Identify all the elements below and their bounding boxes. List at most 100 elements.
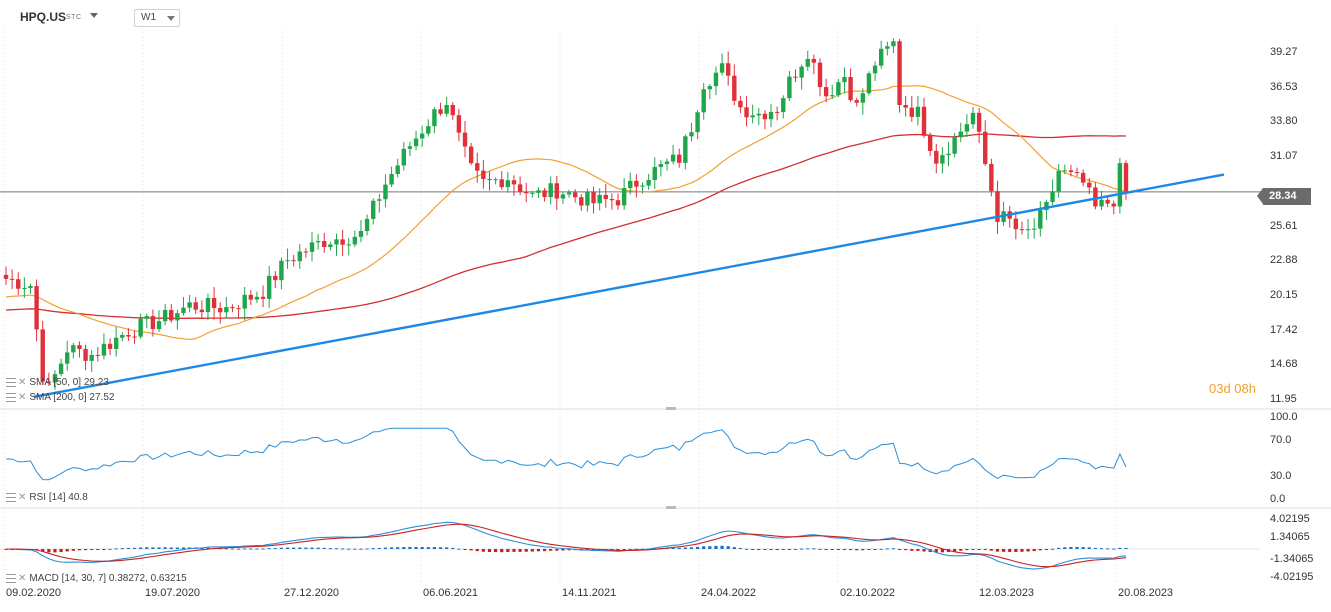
candle xyxy=(677,148,682,168)
macd-histogram-bar xyxy=(500,549,504,553)
macd-histogram-bar xyxy=(628,548,632,550)
macd-histogram-bar xyxy=(273,548,277,550)
chevron-down-icon[interactable] xyxy=(90,13,98,18)
close-icon[interactable]: ✕ xyxy=(18,377,27,388)
candle xyxy=(89,349,94,372)
macd-histogram-bar xyxy=(885,548,889,550)
candle xyxy=(266,265,272,308)
candle xyxy=(1013,211,1019,240)
macd-histogram-bar xyxy=(96,549,100,550)
macd-histogram-bar xyxy=(463,549,467,550)
price-axis-tick: 17.42 xyxy=(1270,323,1298,336)
settings-icon[interactable] xyxy=(6,492,16,502)
macd-histogram-bar xyxy=(1063,547,1067,549)
candle xyxy=(719,53,725,76)
pane-resize-handle[interactable] xyxy=(666,506,676,509)
close-icon[interactable]: ✕ xyxy=(18,492,27,503)
settings-icon[interactable] xyxy=(6,377,16,387)
macd-histogram-bar xyxy=(120,548,124,550)
macd-histogram-bar xyxy=(934,549,938,553)
macd-histogram-bar xyxy=(90,549,94,550)
macd-axis-tick: 4.02195 xyxy=(1270,513,1310,525)
macd-histogram-bar xyxy=(738,547,743,549)
sma50-label: SMA [50, 0] 29.23 xyxy=(29,377,109,388)
settings-icon[interactable] xyxy=(6,573,16,583)
rsi-axis-tick: 100.0 xyxy=(1270,411,1298,423)
macd-histogram-bar xyxy=(236,548,241,550)
macd-histogram-bar xyxy=(59,549,63,553)
candle xyxy=(615,193,621,210)
macd-axis-tick: -1.34065 xyxy=(1270,552,1314,565)
price-axis-tick: 14.68 xyxy=(1270,358,1298,371)
candle xyxy=(107,338,113,356)
macd-histogram-bar xyxy=(83,549,88,551)
timeframe-select[interactable]: W1 xyxy=(134,9,180,27)
macd-histogram-bar xyxy=(108,548,112,550)
macd-histogram-bar xyxy=(414,546,418,549)
macd-histogram-bar xyxy=(555,549,559,551)
macd-histogram-bar xyxy=(989,549,993,551)
candle xyxy=(126,328,131,341)
macd-histogram-bar xyxy=(983,549,987,550)
candle xyxy=(609,193,615,210)
candle xyxy=(781,95,786,119)
close-icon[interactable]: ✕ xyxy=(18,573,27,584)
macd-histogram-bar xyxy=(793,548,798,550)
candle xyxy=(162,303,168,326)
symbol-selector[interactable]: HPQ.US xyxy=(20,10,67,24)
macd-histogram-bar xyxy=(151,547,155,549)
macd-histogram-bar xyxy=(1038,549,1042,551)
macd-histogram-bar xyxy=(757,549,761,550)
candle xyxy=(499,171,504,190)
macd-legend[interactable]: ✕ MACD [14, 30, 7] 0.38272, 0.63215 xyxy=(6,573,187,584)
candle xyxy=(1087,177,1092,195)
candle xyxy=(260,285,266,308)
rsi-legend[interactable]: ✕ RSI [14] 40.8 xyxy=(6,492,88,503)
macd-histogram-bar xyxy=(1057,547,1061,549)
symbol-suffix: STC xyxy=(66,14,82,21)
candle xyxy=(46,372,52,387)
chart-toolbar: HPQ.US STC W1 xyxy=(0,0,1331,28)
candle xyxy=(511,175,517,196)
macd-histogram-bar xyxy=(445,547,449,549)
macd-label: MACD [14, 30, 7] 0.38272, 0.63215 xyxy=(29,573,187,584)
settings-icon[interactable] xyxy=(6,392,16,402)
macd-histogram-bar xyxy=(487,549,492,552)
candle xyxy=(40,320,45,385)
macd-histogram-bar xyxy=(910,549,914,551)
candle xyxy=(566,189,572,198)
candle xyxy=(22,277,27,298)
close-icon[interactable]: ✕ xyxy=(18,392,27,403)
candle xyxy=(640,182,645,194)
macd-histogram-bar xyxy=(365,548,369,550)
candle xyxy=(579,194,584,211)
trendline[interactable] xyxy=(33,173,1225,399)
candle xyxy=(340,229,345,257)
candle xyxy=(211,287,217,320)
macd-histogram-bar xyxy=(904,549,908,551)
macd-histogram-bar xyxy=(279,547,284,549)
macd-histogram-bar xyxy=(328,548,332,550)
candle xyxy=(77,341,82,358)
candle xyxy=(762,110,768,130)
macd-histogram-bar xyxy=(959,549,963,551)
macd-histogram-bar xyxy=(163,547,167,549)
macd-histogram-bar xyxy=(702,546,706,549)
date-tick: 20.08.2023 xyxy=(1118,587,1174,599)
pane-resize-handle[interactable] xyxy=(666,407,676,410)
macd-histogram-bar xyxy=(922,549,926,552)
candle xyxy=(205,293,211,321)
candle xyxy=(603,183,608,208)
macd-histogram-bar xyxy=(1026,549,1030,552)
sma50-legend[interactable]: ✕ SMA [50, 0] 29.23 xyxy=(6,377,109,388)
candle xyxy=(524,182,529,203)
candle xyxy=(842,67,847,93)
candle xyxy=(713,66,719,96)
candle xyxy=(725,51,731,86)
candle xyxy=(52,370,58,390)
macd-histogram-bar xyxy=(310,547,314,549)
macd-histogram-bar xyxy=(775,549,779,551)
sma200-legend[interactable]: ✕ SMA [200, 0] 27.52 xyxy=(6,392,114,403)
price-axis-tick: 36.53 xyxy=(1270,80,1298,93)
candle xyxy=(738,95,743,114)
